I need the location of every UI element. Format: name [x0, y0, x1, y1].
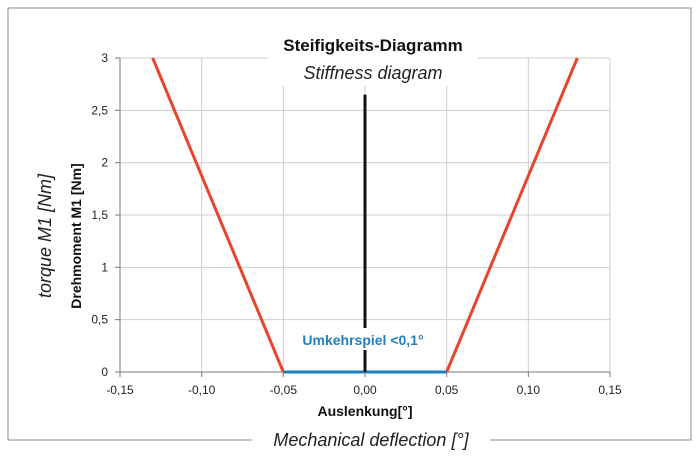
- x-tick-label: 0,10: [517, 383, 541, 397]
- chart-title: Steifigkeits-Diagramm: [283, 36, 463, 55]
- ticks-layer: -0,15 -0,10 -0,05 0,00 0,05 0,10 0,15 0 0,5 1 1,5 2…: [91, 51, 622, 397]
- y-tick-label: 2: [101, 156, 108, 170]
- y-tick-label: 3: [101, 51, 108, 65]
- y-tick-label: 0,5: [91, 313, 108, 327]
- y-tick-label: 0: [101, 365, 108, 379]
- x-axis-label: Auslenkung[°]: [317, 403, 412, 419]
- y-tick-label: 1: [101, 260, 108, 274]
- y-axis-label: Drehmoment M1 [Nm]: [68, 163, 84, 308]
- series-stiffness-right: [445, 57, 579, 373]
- x-axis-label-en: Mechanical deflection [°]: [273, 430, 469, 450]
- series-stiffness-left: [151, 57, 285, 373]
- x-tick-label: -0,05: [270, 383, 298, 397]
- x-tick-label: 0,05: [435, 383, 459, 397]
- backlash-annotation: Umkehrspiel <0,1°: [302, 332, 423, 348]
- chart-subtitle: Stiffness diagram: [303, 63, 442, 83]
- title-background: [268, 34, 478, 86]
- x-tick-label: -0,15: [106, 383, 134, 397]
- y-tick-label: 1,5: [91, 208, 108, 222]
- series-layer: [151, 57, 579, 374]
- y-axis-label-en: torque M1 [Nm]: [35, 173, 55, 298]
- x-tick-label: -0,10: [188, 383, 216, 397]
- x-tick-label: 0,00: [353, 383, 377, 397]
- annotation-background: [284, 328, 442, 350]
- y-tick-label: 2,5: [91, 103, 108, 117]
- caption-gap: [248, 434, 494, 446]
- x-tick-label: 0,15: [598, 383, 622, 397]
